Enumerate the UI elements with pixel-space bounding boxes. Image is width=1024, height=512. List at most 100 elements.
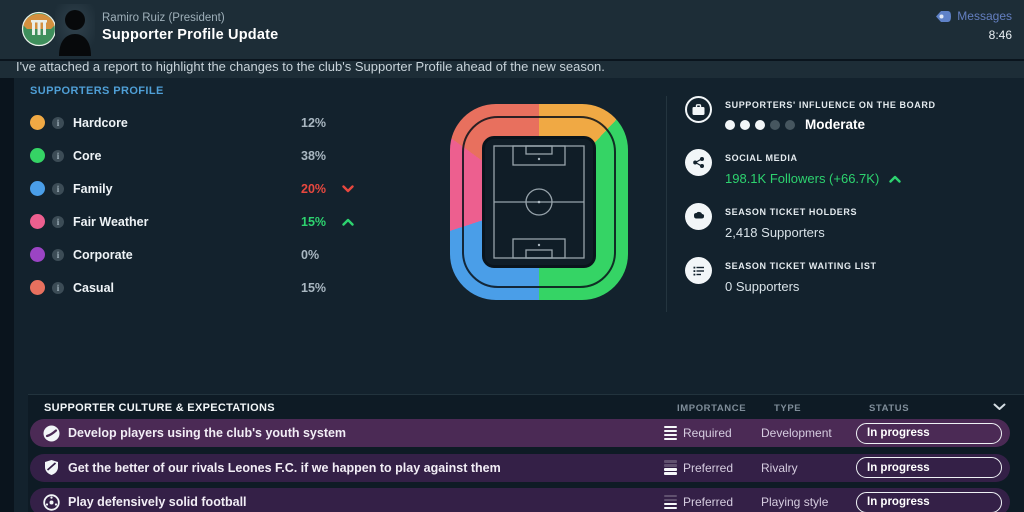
- holders-value: 2,418 Supporters: [725, 225, 825, 240]
- info-icon[interactable]: i: [52, 248, 64, 261]
- expectation-row: Play defensively solid football Preferre…: [30, 488, 1010, 512]
- status-pill[interactable]: In progress: [856, 457, 1002, 478]
- group-percent: 20%: [301, 181, 327, 196]
- importance-bars-icon: [664, 425, 677, 441]
- group-label: Hardcore: [73, 115, 128, 130]
- supporters-profile-title: SUPPORTERS PROFILE: [30, 85, 164, 97]
- clock: 8:46: [988, 28, 1012, 42]
- chevron-down-icon[interactable]: [993, 403, 1006, 411]
- legend-row-corporate: i Corporate 0%: [30, 238, 370, 271]
- messages-label: Messages: [957, 9, 1012, 23]
- expectations-rows: Develop players using the club's youth s…: [30, 419, 1010, 512]
- expectation-label: Develop players using the club's youth s…: [68, 426, 347, 440]
- waiting-list-icon: [685, 257, 712, 284]
- followers-value: 198.1K Followers (+66.7K): [725, 171, 880, 186]
- messages-icon: [936, 10, 952, 22]
- info-icon[interactable]: i: [52, 182, 64, 195]
- importance-bars-icon: [664, 460, 677, 475]
- group-label: Core: [73, 148, 102, 163]
- expectations-title: SUPPORTER CULTURE & EXPECTATIONS: [44, 402, 275, 414]
- supporter-profile-panel: SUPPORTERS PROFILE i Hardcore 12% i Core…: [14, 78, 1024, 512]
- stat-label: SEASON TICKET WAITING LIST: [725, 261, 877, 271]
- sender-avatar: [55, 4, 95, 56]
- legend-row-core: i Core 38%: [30, 139, 370, 172]
- expectation-label: Play defensively solid football: [68, 495, 247, 509]
- group-percent: 12%: [301, 115, 327, 130]
- sender-block: Ramiro Ruiz (President) Supporter Profil…: [102, 12, 278, 43]
- group-percent: 0%: [301, 247, 320, 262]
- trend-up-icon: [342, 218, 354, 226]
- supporter-stats: SUPPORTERS' INFLUENCE ON THE BOARD Moder…: [666, 96, 1014, 312]
- info-icon[interactable]: i: [52, 149, 64, 162]
- page-title: Supporter Profile Update: [102, 27, 279, 43]
- message-text: I've attached a report to highlight the …: [16, 59, 605, 74]
- info-icon[interactable]: i: [52, 215, 64, 228]
- expectations-section: SUPPORTER CULTURE & EXPECTATIONS IMPORTA…: [28, 394, 1024, 512]
- trend-up-icon: [889, 175, 901, 183]
- playing-style-ball-icon: [43, 493, 60, 511]
- expectation-row: Develop players using the club's youth s…: [30, 419, 1010, 447]
- ticket-icon: [685, 203, 712, 230]
- development-icon: [43, 425, 60, 442]
- corporate-color-dot: [30, 247, 45, 262]
- fair-weather-color-dot: [30, 214, 45, 229]
- rivalry-shield-icon: [43, 459, 60, 476]
- type-value: Development: [761, 426, 832, 440]
- group-label: Casual: [73, 280, 114, 295]
- influence-value: Moderate: [805, 117, 866, 132]
- expectation-row: Get the better of our rivals Leones F.C.…: [30, 453, 1010, 482]
- waiting-list-stat: SEASON TICKET WAITING LIST 0 Supporters: [685, 257, 1014, 294]
- info-icon[interactable]: i: [52, 116, 64, 129]
- season-ticket-holders-stat: SEASON TICKET HOLDERS 2,418 Supporters: [685, 203, 1014, 240]
- waiting-value: 0 Supporters: [725, 279, 800, 294]
- importance-value: Preferred: [683, 460, 734, 475]
- stat-label: SOCIAL MEDIA: [725, 153, 798, 163]
- message-strip: I've attached a report to highlight the …: [0, 59, 1024, 78]
- column-importance: IMPORTANCE: [677, 403, 747, 414]
- importance-value: Required: [683, 426, 732, 440]
- expectations-header: SUPPORTER CULTURE & EXPECTATIONS IMPORTA…: [28, 394, 1024, 419]
- status-value: In progress: [867, 496, 930, 508]
- status-value: In progress: [867, 427, 930, 439]
- pitch: [482, 136, 596, 268]
- group-percent: 15%: [301, 214, 327, 229]
- header-bar: Ramiro Ruiz (President) Supporter Profil…: [0, 0, 1024, 60]
- status-pill[interactable]: In progress: [856, 422, 1002, 444]
- info-icon[interactable]: i: [52, 281, 64, 294]
- core-color-dot: [30, 148, 45, 163]
- legend-row-fair-weather: i Fair Weather 15%: [30, 205, 370, 238]
- influence-dots: [725, 119, 795, 130]
- legend-row-hardcore: i Hardcore 12%: [30, 106, 370, 139]
- group-percent: 38%: [301, 148, 327, 163]
- legend-row-casual: i Casual 15%: [30, 271, 370, 304]
- trend-down-icon: [342, 184, 354, 193]
- status-pill[interactable]: In progress: [856, 491, 1002, 512]
- stadium-chart: [450, 104, 628, 300]
- group-label: Corporate: [73, 247, 133, 262]
- status-value: In progress: [867, 461, 930, 474]
- stat-label: SUPPORTERS' INFLUENCE ON THE BOARD: [725, 100, 936, 110]
- casual-color-dot: [30, 280, 45, 295]
- legend-row-family: i Family 20%: [30, 172, 370, 205]
- column-status[interactable]: STATUS: [869, 403, 910, 414]
- importance-value: Preferred: [683, 495, 734, 509]
- expectation-label: Get the better of our rivals Leones F.C.…: [68, 460, 501, 475]
- column-type: TYPE: [774, 403, 802, 414]
- type-value: Rivalry: [761, 460, 798, 475]
- supporter-groups-legend: i Hardcore 12% i Core 38% i Family 20%: [30, 106, 370, 304]
- sender-name: Ramiro Ruiz (President): [102, 12, 225, 24]
- stat-label: SEASON TICKET HOLDERS: [725, 207, 858, 217]
- group-label: Family: [73, 181, 113, 196]
- briefcase-icon: [685, 96, 712, 123]
- type-value: Playing style: [761, 495, 829, 509]
- club-badge: [21, 11, 57, 47]
- social-media-stat: SOCIAL MEDIA 198.1K Followers (+66.7K): [685, 149, 1014, 186]
- family-color-dot: [30, 181, 45, 196]
- group-percent: 15%: [301, 280, 327, 295]
- social-media-icon: [685, 149, 712, 176]
- importance-bars-icon: [664, 494, 677, 510]
- board-influence-stat: SUPPORTERS' INFLUENCE ON THE BOARD Moder…: [685, 96, 1014, 132]
- messages-button[interactable]: Messages: [936, 9, 1012, 23]
- hardcore-color-dot: [30, 115, 45, 130]
